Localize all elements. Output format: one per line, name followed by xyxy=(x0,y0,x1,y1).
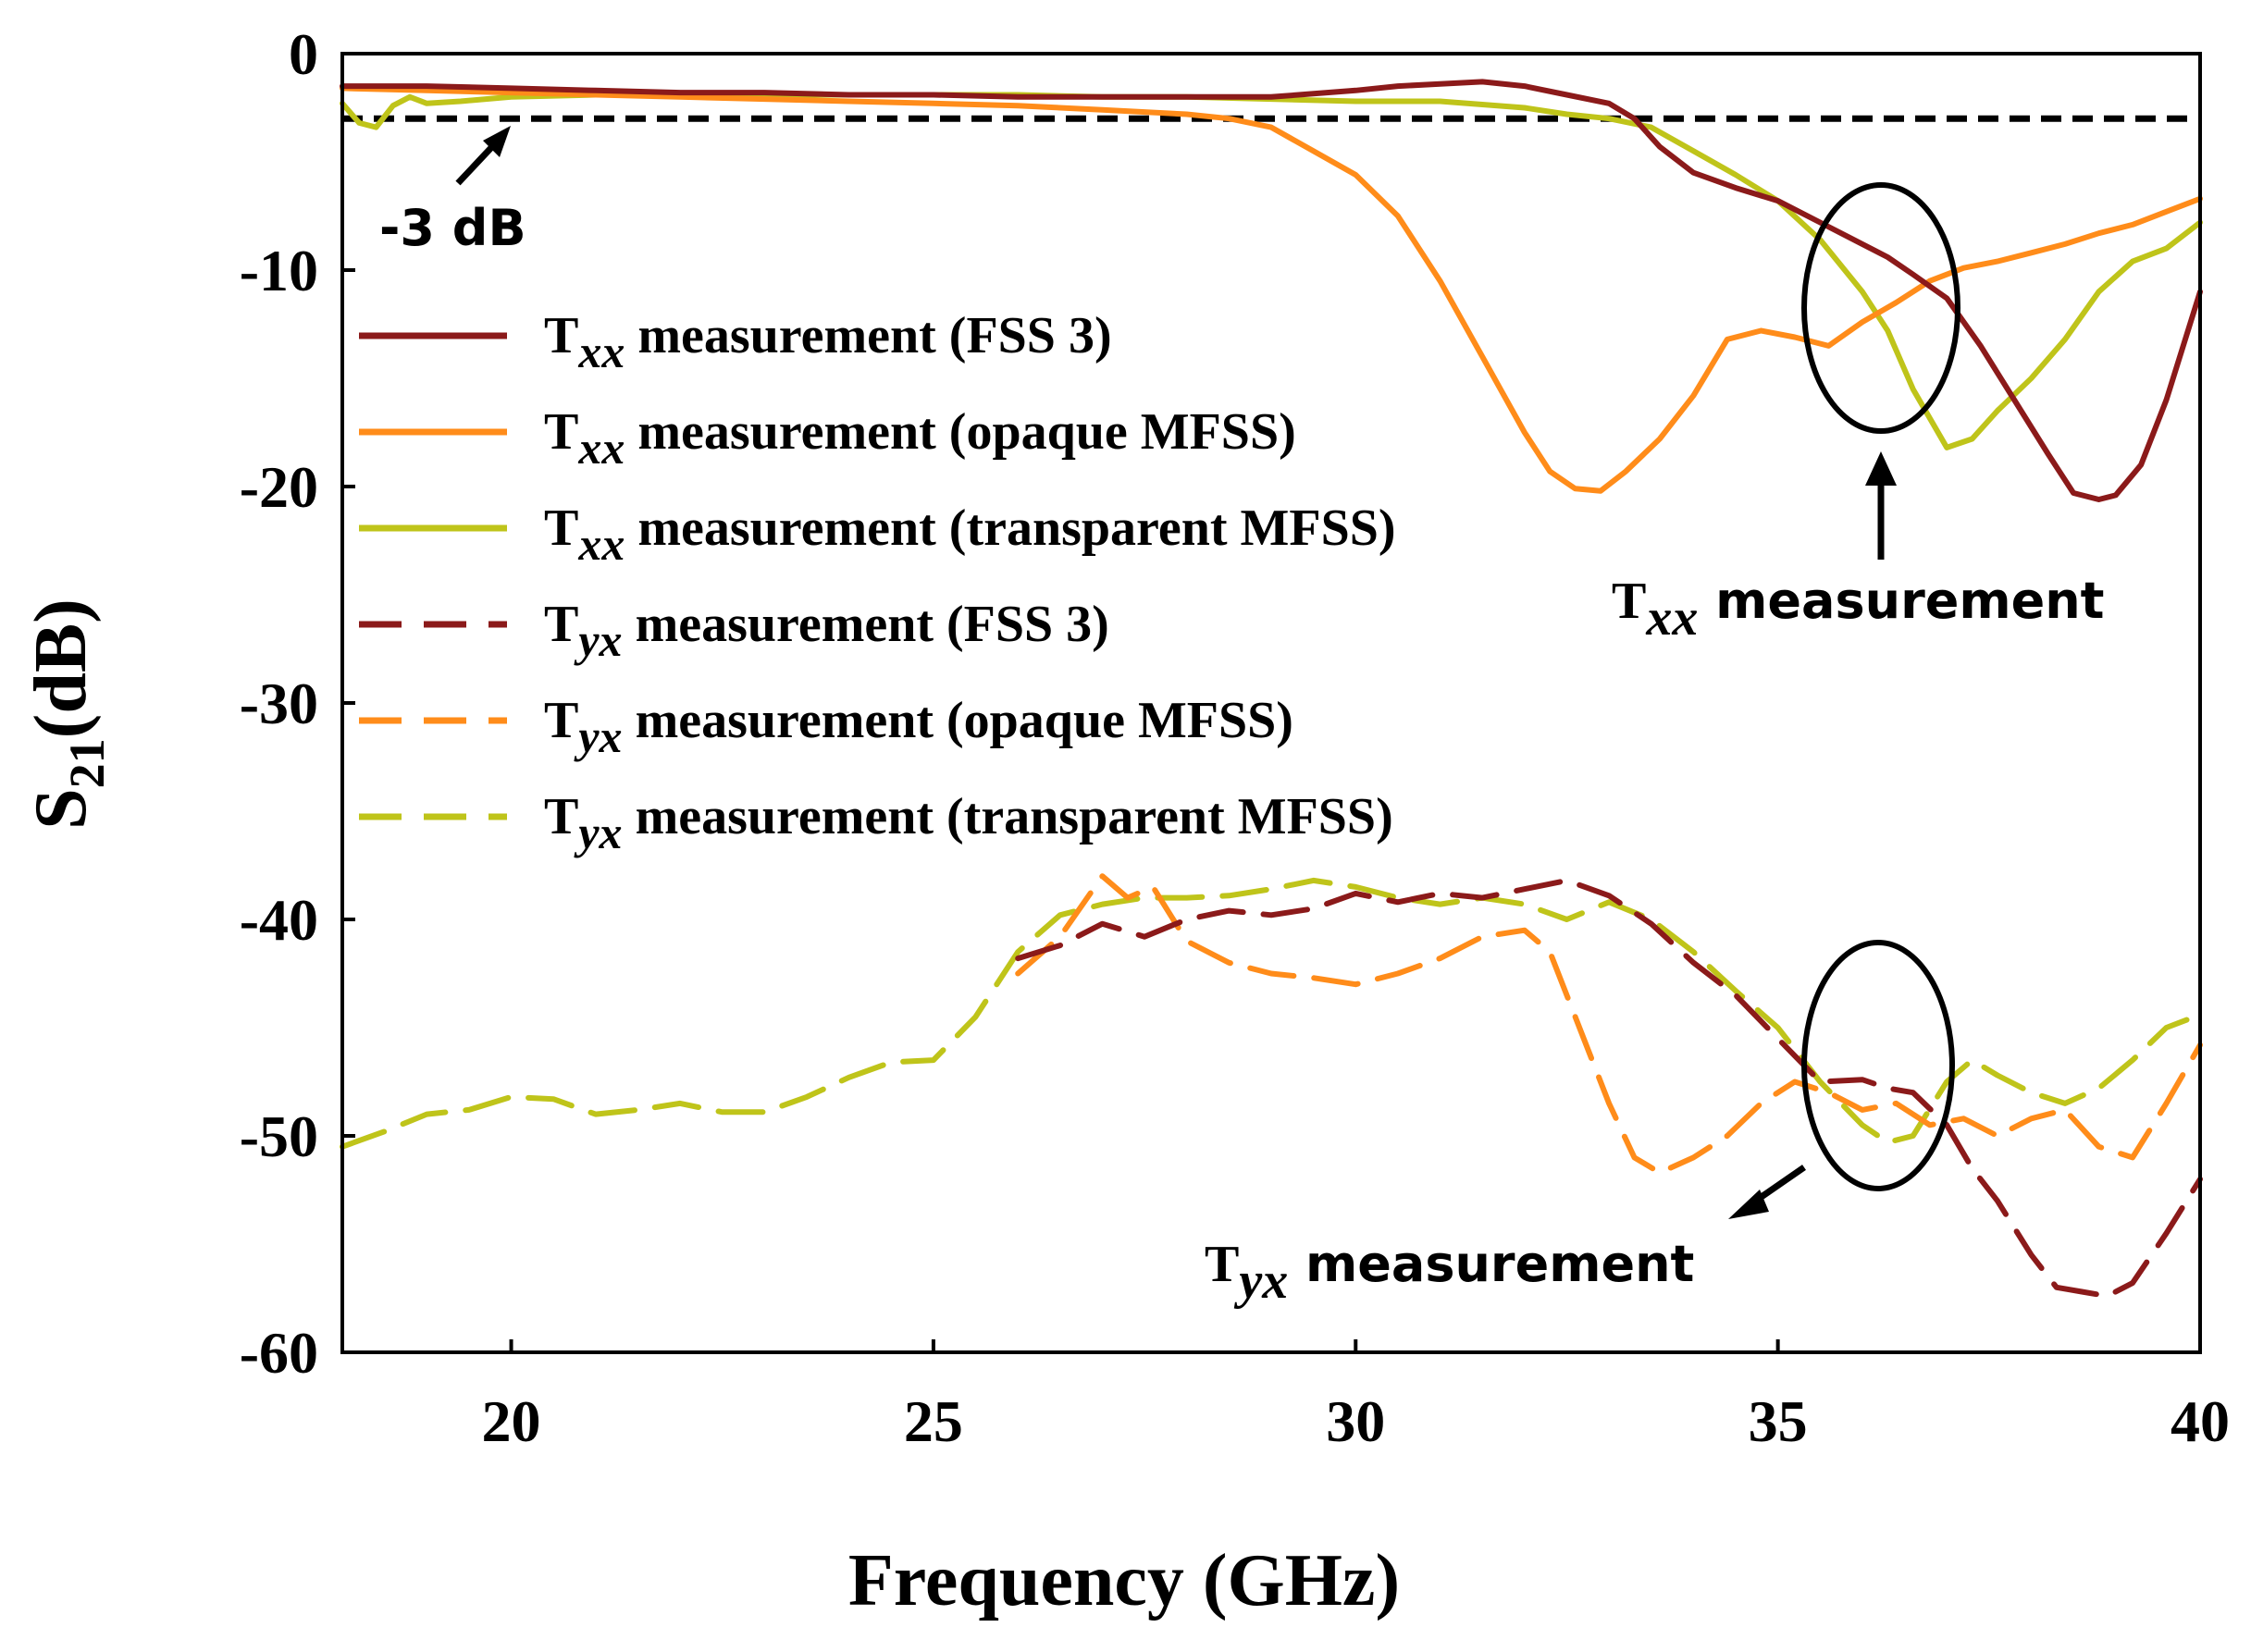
x-tick-label: 35 xyxy=(1749,1388,1808,1454)
legend-entry-label: Txx measurement (transparent MFSS) xyxy=(544,499,1396,570)
y-tick-label: -20 xyxy=(240,454,318,520)
legend-label-rest: measurement (opaque MFSS) xyxy=(623,692,1293,749)
legend-entry-label: Tyx measurement (FSS 3) xyxy=(544,596,1109,666)
txx-arrowhead xyxy=(1865,451,1897,486)
legend-label-sub: yx xyxy=(574,614,622,666)
series-line-xx-opaque-mfss xyxy=(340,85,2203,494)
minus-3db-label: -3 dB xyxy=(379,199,526,257)
tyx-arrowhead xyxy=(1728,1190,1769,1219)
x-tick-label: 30 xyxy=(1326,1388,1385,1454)
tyx-annotation-label: Tyx measurement xyxy=(1205,1235,1694,1310)
legend-label-rest: measurement (transparent MFSS) xyxy=(625,499,1395,557)
txx-highlight-ellipse xyxy=(1801,182,1960,434)
series-line-yx-opaque-mfss xyxy=(1015,873,2203,1176)
series-line-yx-transparent-mfss xyxy=(340,877,2203,1150)
y-axis-title-rest: (dB) xyxy=(20,598,102,738)
legend-label-rest: measurement (transparent MFSS) xyxy=(623,788,1393,845)
txx-label-main: T xyxy=(1612,573,1646,630)
legend-label-sub: yx xyxy=(574,710,622,762)
x-tick-label: 20 xyxy=(482,1388,541,1454)
series-line-xx-fss3 xyxy=(340,79,2203,502)
y-tick-label: -40 xyxy=(240,887,318,953)
legend-label-rest: measurement (FSS 3) xyxy=(625,307,1111,364)
legend-label-rest: measurement (FSS 3) xyxy=(623,596,1109,653)
legend-label-rest: measurement (opaque MFSS) xyxy=(625,403,1295,461)
legend-label-sub: xx xyxy=(577,326,625,377)
txx-label-rest: measurement xyxy=(1698,572,2104,630)
y-tick-label: -10 xyxy=(240,238,318,303)
y-tick-label: -50 xyxy=(240,1103,318,1169)
x-axis-title: Frequency (GHz) xyxy=(848,1540,1400,1621)
minus-3db-annotation: -3 dB xyxy=(379,126,526,257)
tyx-highlight-ellipse xyxy=(1801,940,1955,1191)
txx-annotation-label: Txx measurement xyxy=(1612,572,2104,647)
legend-label-main: T xyxy=(544,692,578,749)
legend-entry-label: Txx measurement (FSS 3) xyxy=(544,307,1112,377)
legend-entry-label: Tyx measurement (opaque MFSS) xyxy=(544,692,1293,762)
legend-label-main: T xyxy=(544,788,578,845)
txx-label-sub: xx xyxy=(1645,589,1698,647)
tyx-label-main: T xyxy=(1205,1236,1239,1293)
series-line-xx-transparent-mfss xyxy=(340,92,2203,450)
x-tick-label: 40 xyxy=(2171,1388,2230,1454)
legend-entry-label: Tyx measurement (transparent MFSS) xyxy=(544,788,1393,858)
y-axis-title: S21(dB) xyxy=(20,598,115,830)
legend-label-main: T xyxy=(544,499,578,557)
legend-entry-label: Txx measurement (opaque MFSS) xyxy=(544,403,1296,474)
x-tick-label: 25 xyxy=(904,1388,963,1454)
y-axis-title-sub: 21 xyxy=(59,738,115,788)
tyx-annotation: Tyx measurement xyxy=(1205,940,1955,1310)
y-tick-label: 0 xyxy=(289,21,318,87)
tyx-label-sub: yx xyxy=(1233,1252,1288,1310)
legend-label-sub: xx xyxy=(577,518,625,570)
legend-label-main: T xyxy=(544,596,578,653)
minus-3db-arrowhead xyxy=(483,126,511,157)
txx-annotation: Txx measurement xyxy=(1612,182,2104,647)
legend-label-sub: xx xyxy=(577,422,625,474)
legend-label-main: T xyxy=(544,403,578,461)
series-line-yx-fss3 xyxy=(1015,877,2203,1300)
legend-label-main: T xyxy=(544,307,578,364)
series-group xyxy=(340,79,2203,1300)
legend-label-sub: yx xyxy=(574,807,622,858)
y-tick-label: -30 xyxy=(240,671,318,736)
y-tick-label: -60 xyxy=(240,1320,318,1386)
legend: Txx measurement (FSS 3)Txx measurement (… xyxy=(359,307,1396,858)
tyx-label-rest: measurement xyxy=(1288,1235,1694,1293)
y-axis-title-main: S xyxy=(20,788,102,830)
ticks-group: 20 25 30 35 40 0 -10 -20 -30 -40 -50 -60 xyxy=(240,21,2230,1454)
